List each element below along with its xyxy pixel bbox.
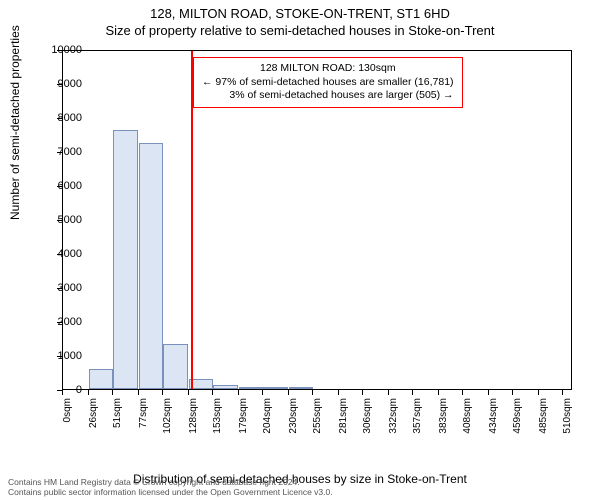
histogram-bar (89, 369, 114, 389)
x-tick-mark (162, 390, 163, 395)
callout-box: 128 MILTON ROAD: 130sqm← 97% of semi-det… (193, 57, 463, 108)
callout-line: ← 97% of semi-detached houses are smalle… (202, 76, 454, 90)
footer-line-2: Contains public sector information licen… (8, 487, 333, 498)
x-tick-mark (288, 390, 289, 395)
x-tick-label: 306sqm (362, 398, 373, 438)
y-tick-mark (57, 50, 62, 51)
x-tick-label: 281sqm (338, 398, 349, 438)
callout-line: 3% of semi-detached houses are larger (5… (202, 89, 454, 103)
x-tick-mark (112, 390, 113, 395)
y-tick-mark (57, 152, 62, 153)
x-tick-mark (312, 390, 313, 395)
page-title-sub: Size of property relative to semi-detach… (0, 21, 600, 38)
x-tick-mark (412, 390, 413, 395)
y-tick-mark (57, 118, 62, 119)
histogram-bar (113, 130, 138, 389)
x-tick-label: 510sqm (562, 398, 573, 438)
histogram-bar (213, 385, 238, 389)
histogram-bar (163, 344, 188, 389)
histogram-bar (139, 143, 164, 390)
histogram-bar (289, 387, 314, 389)
y-tick-mark (57, 322, 62, 323)
x-tick-label: 179sqm (238, 398, 249, 438)
x-tick-label: 128sqm (188, 398, 199, 438)
y-tick-mark (57, 84, 62, 85)
y-tick-mark (57, 254, 62, 255)
x-tick-label: 153sqm (212, 398, 223, 438)
histogram-bar (239, 387, 264, 389)
x-tick-label: 434sqm (488, 398, 499, 438)
y-tick-label: 10000 (51, 44, 82, 56)
page-title-address: 128, MILTON ROAD, STOKE-ON-TRENT, ST1 6H… (0, 0, 600, 21)
attribution-footer: Contains HM Land Registry data © Crown c… (8, 477, 333, 498)
callout-line: 128 MILTON ROAD: 130sqm (202, 62, 454, 76)
x-tick-mark (62, 390, 63, 395)
x-tick-mark (138, 390, 139, 395)
x-tick-label: 485sqm (538, 398, 549, 438)
x-tick-label: 102sqm (162, 398, 173, 438)
x-tick-mark (538, 390, 539, 395)
y-tick-mark (57, 288, 62, 289)
footer-line-1: Contains HM Land Registry data © Crown c… (8, 477, 333, 488)
x-tick-mark (388, 390, 389, 395)
y-tick-mark (57, 186, 62, 187)
x-tick-label: 383sqm (438, 398, 449, 438)
y-axis-label: Number of semi-detached properties (8, 25, 22, 220)
x-tick-label: 51sqm (112, 398, 123, 438)
y-tick-mark (57, 356, 62, 357)
x-tick-mark (362, 390, 363, 395)
y-tick-label: 0 (76, 384, 82, 396)
x-tick-label: 255sqm (312, 398, 323, 438)
x-tick-mark (438, 390, 439, 395)
x-tick-label: 77sqm (138, 398, 149, 438)
y-tick-mark (57, 220, 62, 221)
x-tick-mark (188, 390, 189, 395)
x-tick-label: 408sqm (462, 398, 473, 438)
x-tick-mark (212, 390, 213, 395)
x-tick-mark (488, 390, 489, 395)
x-tick-mark (512, 390, 513, 395)
x-tick-label: 204sqm (262, 398, 273, 438)
x-tick-label: 0sqm (62, 398, 73, 438)
x-tick-mark (562, 390, 563, 395)
x-tick-label: 459sqm (512, 398, 523, 438)
x-tick-label: 357sqm (412, 398, 423, 438)
x-tick-mark (262, 390, 263, 395)
x-tick-mark (88, 390, 89, 395)
x-tick-mark (238, 390, 239, 395)
histogram-bar (263, 387, 288, 389)
x-tick-label: 26sqm (88, 398, 99, 438)
chart-plot-area: 128 MILTON ROAD: 130sqm← 97% of semi-det… (62, 50, 572, 390)
x-tick-label: 332sqm (388, 398, 399, 438)
x-tick-label: 230sqm (288, 398, 299, 438)
x-tick-mark (338, 390, 339, 395)
x-tick-mark (462, 390, 463, 395)
